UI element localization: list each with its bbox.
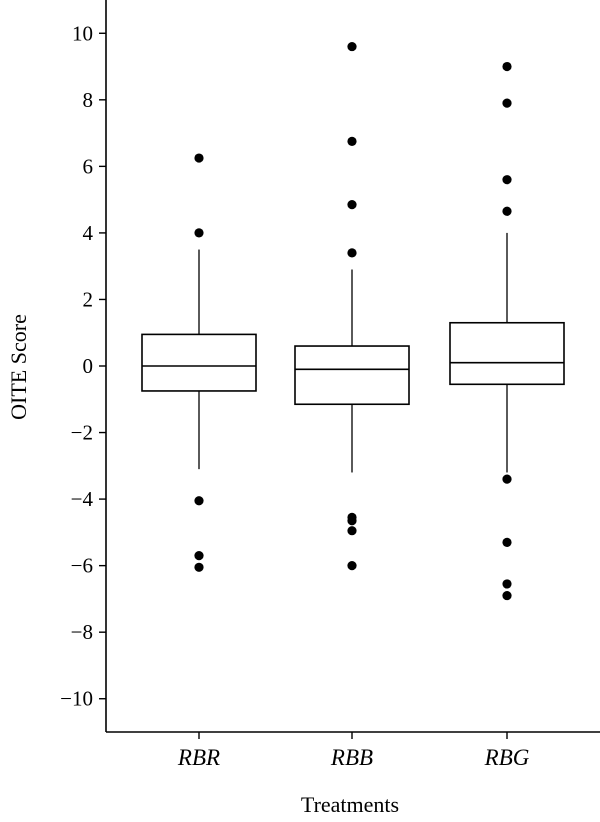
outlier-point (347, 561, 357, 571)
outlier-point (502, 537, 512, 547)
iqr-box (141, 333, 257, 392)
x-axis-title: Treatments (301, 792, 399, 817)
y-tick-label: −4 (71, 487, 94, 511)
outlier-point (502, 98, 512, 108)
outlier-point (347, 136, 357, 147)
x-tick-label-rbr: RBR (177, 745, 220, 770)
y-tick-label: 10 (72, 21, 93, 45)
iqr-box (294, 345, 410, 406)
y-tick-label: −6 (71, 554, 93, 578)
outlier-point (194, 496, 204, 506)
outlier-point (347, 41, 357, 52)
x-tick-label-rbb: RBB (330, 745, 373, 770)
y-axis: 10 8 6 4 2 0 −2 −4 −6 −8 −10 (60, 0, 107, 732)
outlier-point (502, 590, 512, 601)
outlier-point (502, 474, 512, 484)
box-rbr (141, 153, 257, 572)
outlier-point (194, 228, 204, 238)
outlier-point (502, 206, 512, 216)
x-axis: RBR RBB RBG (106, 731, 600, 770)
box-series (141, 41, 565, 601)
y-tick-label: 6 (83, 154, 94, 178)
outlier-point (347, 200, 357, 210)
box-rbb (294, 41, 410, 571)
y-tick-label: 8 (83, 88, 94, 112)
x-tick-label-rbg: RBG (484, 745, 530, 770)
y-tick-label: −8 (71, 620, 93, 644)
outlier-point (194, 562, 204, 572)
y-tick-label: −10 (60, 687, 93, 711)
outlier-point (347, 516, 357, 526)
iqr-box (449, 321, 565, 386)
outlier-point (194, 153, 204, 163)
y-tick-label: 2 (83, 287, 94, 311)
box-rbg (449, 61, 565, 601)
outlier-point (502, 175, 512, 185)
outlier-point (347, 248, 357, 258)
y-tick-label: −2 (71, 421, 93, 445)
outlier-point (502, 61, 512, 72)
y-tick-label: 0 (83, 354, 94, 378)
y-axis-title: OITE Score (6, 314, 31, 420)
outlier-point (347, 526, 357, 536)
y-tick-label: 4 (83, 221, 94, 245)
outlier-point (194, 551, 204, 561)
outlier-point (502, 579, 512, 589)
